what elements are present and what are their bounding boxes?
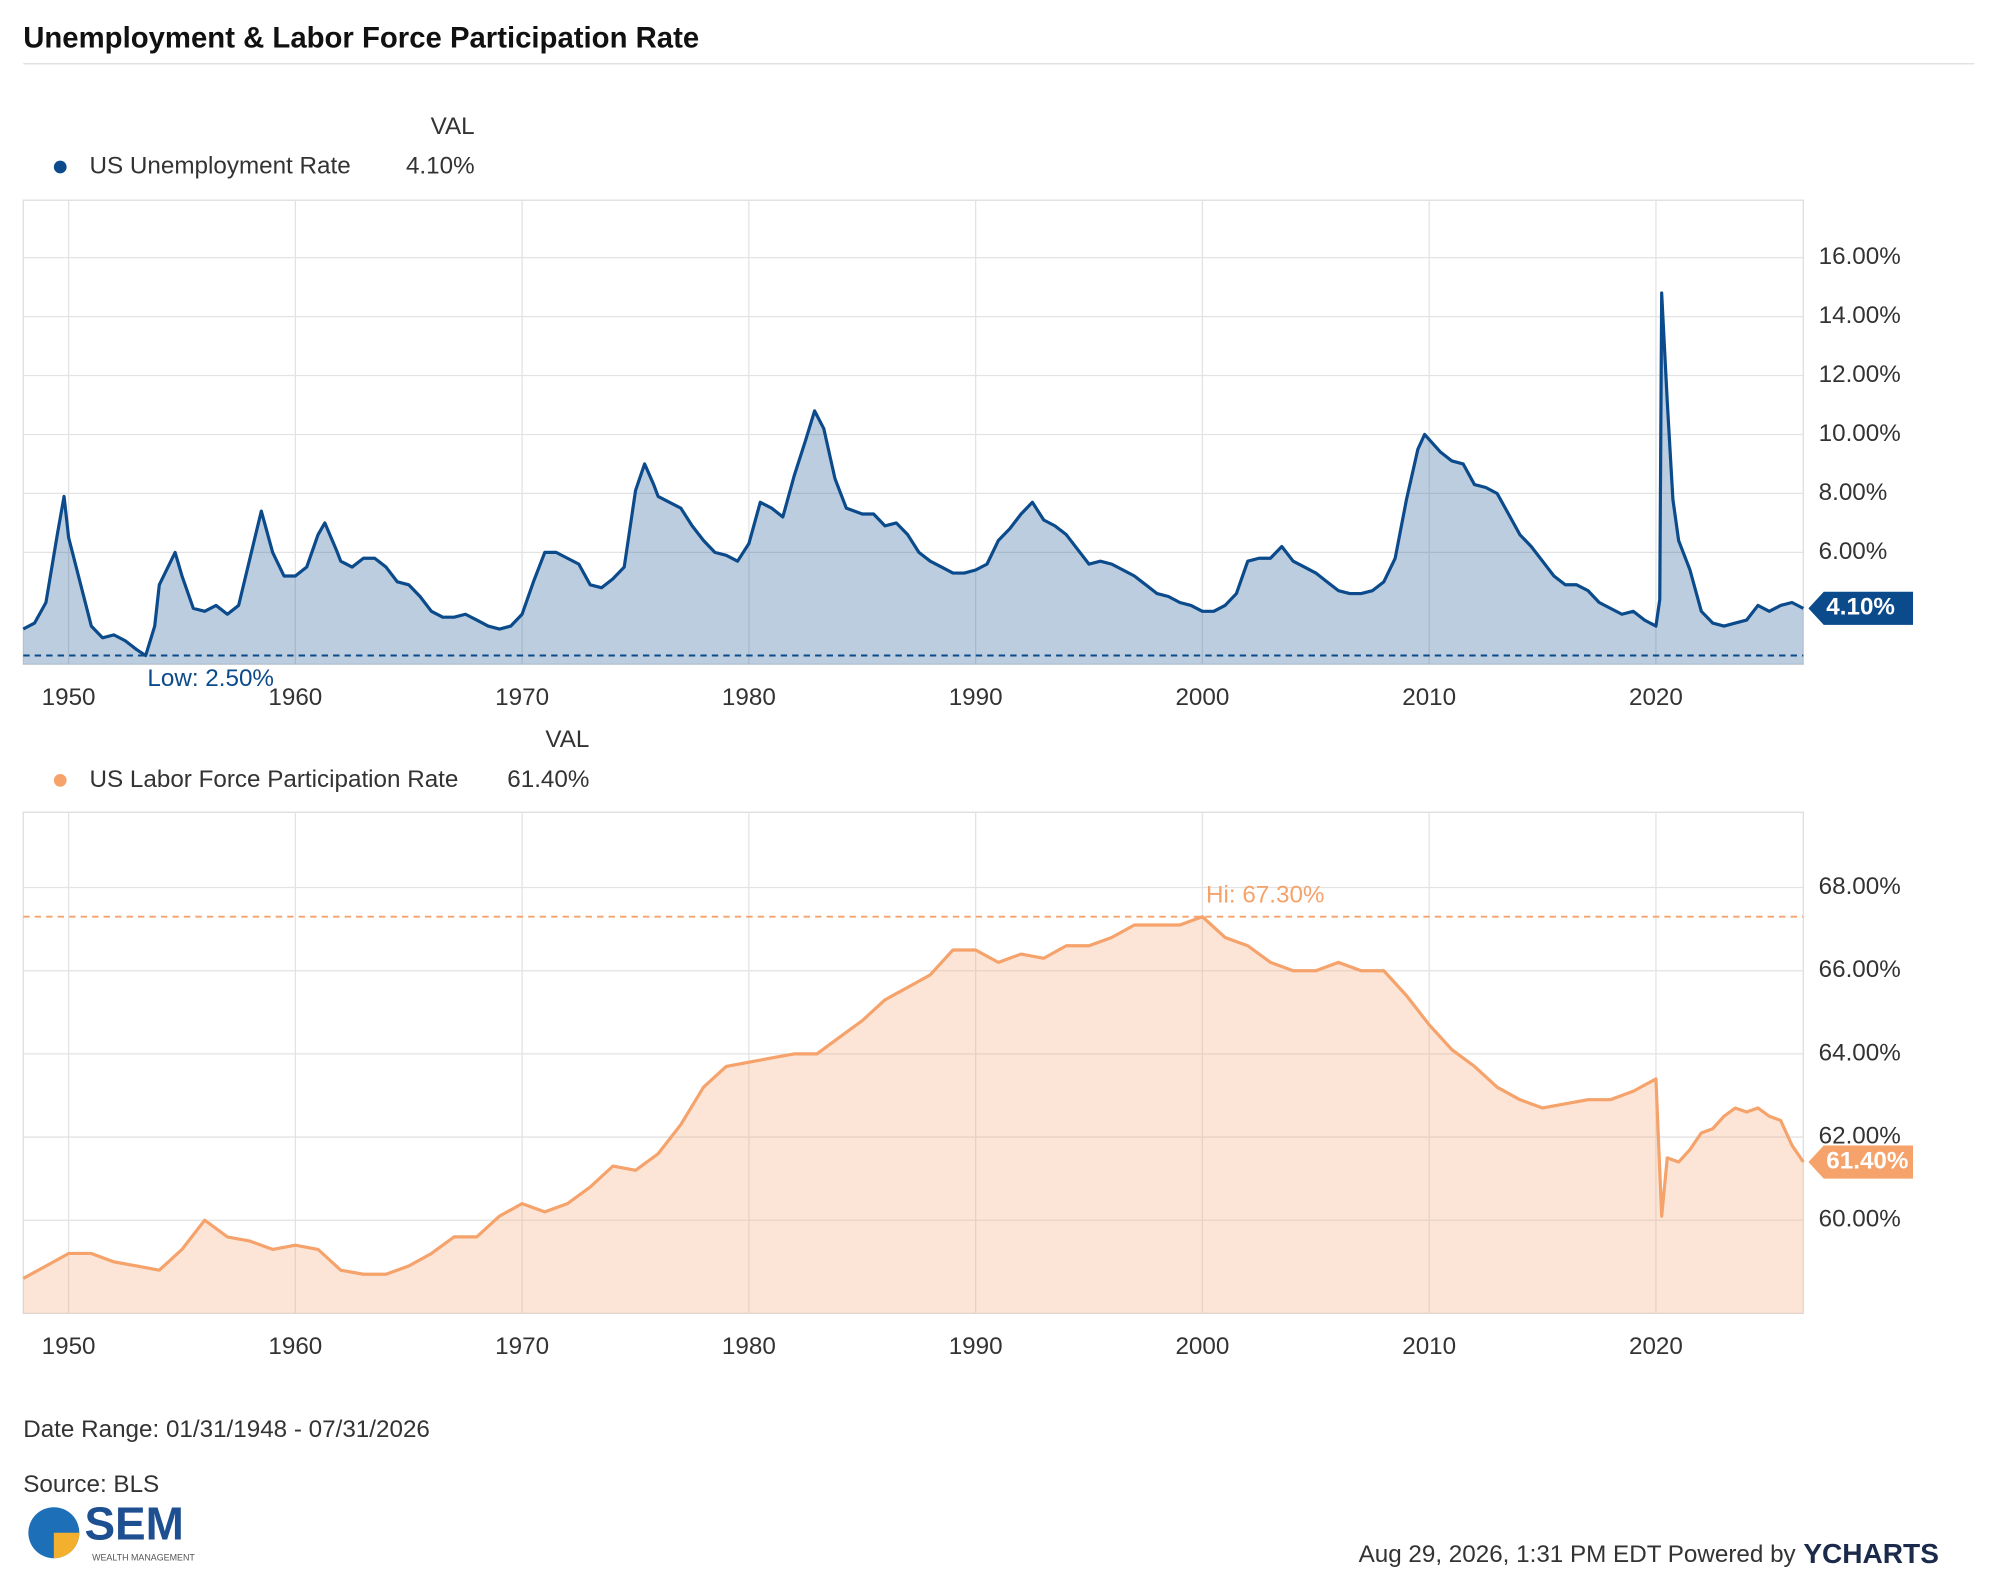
- y-tick-label: 62.00%: [1819, 1122, 1901, 1149]
- legend-marker: [53, 160, 67, 174]
- legend-marker: [53, 774, 67, 787]
- x-tick-label: 2000: [1175, 684, 1229, 711]
- x-tick-label: 2020: [1629, 684, 1683, 711]
- page-title: Unemployment & Labor Force Participation…: [23, 21, 699, 54]
- y-tick-label: 64.00%: [1819, 1039, 1901, 1066]
- x-tick-label: 1970: [495, 1333, 549, 1360]
- x-tick-label: 1960: [268, 684, 322, 711]
- x-tick-label: 2000: [1175, 1333, 1229, 1360]
- legend-value: 4.10%: [406, 152, 475, 179]
- x-tick-label: 1950: [42, 1333, 96, 1360]
- legend-label: US Unemployment Rate: [90, 152, 351, 179]
- y-tick-label: 60.00%: [1819, 1206, 1901, 1233]
- y-tick-label: 6.00%: [1819, 538, 1888, 565]
- x-tick-label: 1950: [42, 684, 96, 711]
- high-label: Hi: 67.30%: [1206, 882, 1324, 909]
- y-tick-label: 8.00%: [1819, 479, 1888, 506]
- date-range: Date Range: 01/31/1948 - 07/31/2026: [23, 1416, 430, 1443]
- logo-accent: [53, 1532, 80, 1559]
- plot-frame: [22, 811, 1804, 1315]
- value-badge: [1808, 591, 1914, 625]
- value-badge-label: 4.10%: [1826, 594, 1895, 621]
- y-tick-label: 68.00%: [1819, 873, 1901, 900]
- x-tick-label: 1990: [949, 684, 1003, 711]
- logo-tagline: WEALTH MANAGEMENT: [92, 1553, 195, 1563]
- x-tick-label: 1980: [722, 1333, 776, 1360]
- area-fill: [23, 293, 1804, 665]
- x-tick-label: 1960: [268, 1333, 322, 1360]
- low-label: Low: 2.50%: [147, 665, 274, 692]
- x-tick-label: 1990: [949, 1333, 1003, 1360]
- y-tick-label: 10.00%: [1819, 420, 1901, 447]
- x-tick-label: 2010: [1402, 684, 1456, 711]
- series-line: [22, 291, 1805, 658]
- plot-frame: [22, 199, 1804, 665]
- legend-header: VAL: [431, 113, 475, 140]
- logo-name: SEM: [84, 1498, 183, 1550]
- value-badge: [1808, 1145, 1914, 1179]
- x-tick-label: 2020: [1629, 1333, 1683, 1360]
- value-badge-label: 61.40%: [1826, 1147, 1908, 1174]
- x-tick-label: 1970: [495, 684, 549, 711]
- legend-value: 61.40%: [507, 766, 589, 793]
- y-tick-label: 16.00%: [1819, 243, 1901, 270]
- y-tick-label: 14.00%: [1819, 302, 1901, 329]
- legend-label: US Labor Force Participation Rate: [90, 766, 459, 793]
- y-tick-label: 12.00%: [1819, 361, 1901, 388]
- brand: YCHARTS: [1803, 1538, 1939, 1569]
- source: Source: BLS: [23, 1471, 159, 1498]
- area-fill: [23, 916, 1804, 1314]
- x-tick-label: 1980: [722, 684, 776, 711]
- legend-header: VAL: [545, 726, 589, 753]
- x-tick-label: 2010: [1402, 1333, 1456, 1360]
- timestamp: Aug 29, 2026, 1:31 PM EDT Powered by: [1359, 1541, 1797, 1568]
- y-tick-label: 66.00%: [1819, 956, 1901, 983]
- series-line: [22, 915, 1805, 1280]
